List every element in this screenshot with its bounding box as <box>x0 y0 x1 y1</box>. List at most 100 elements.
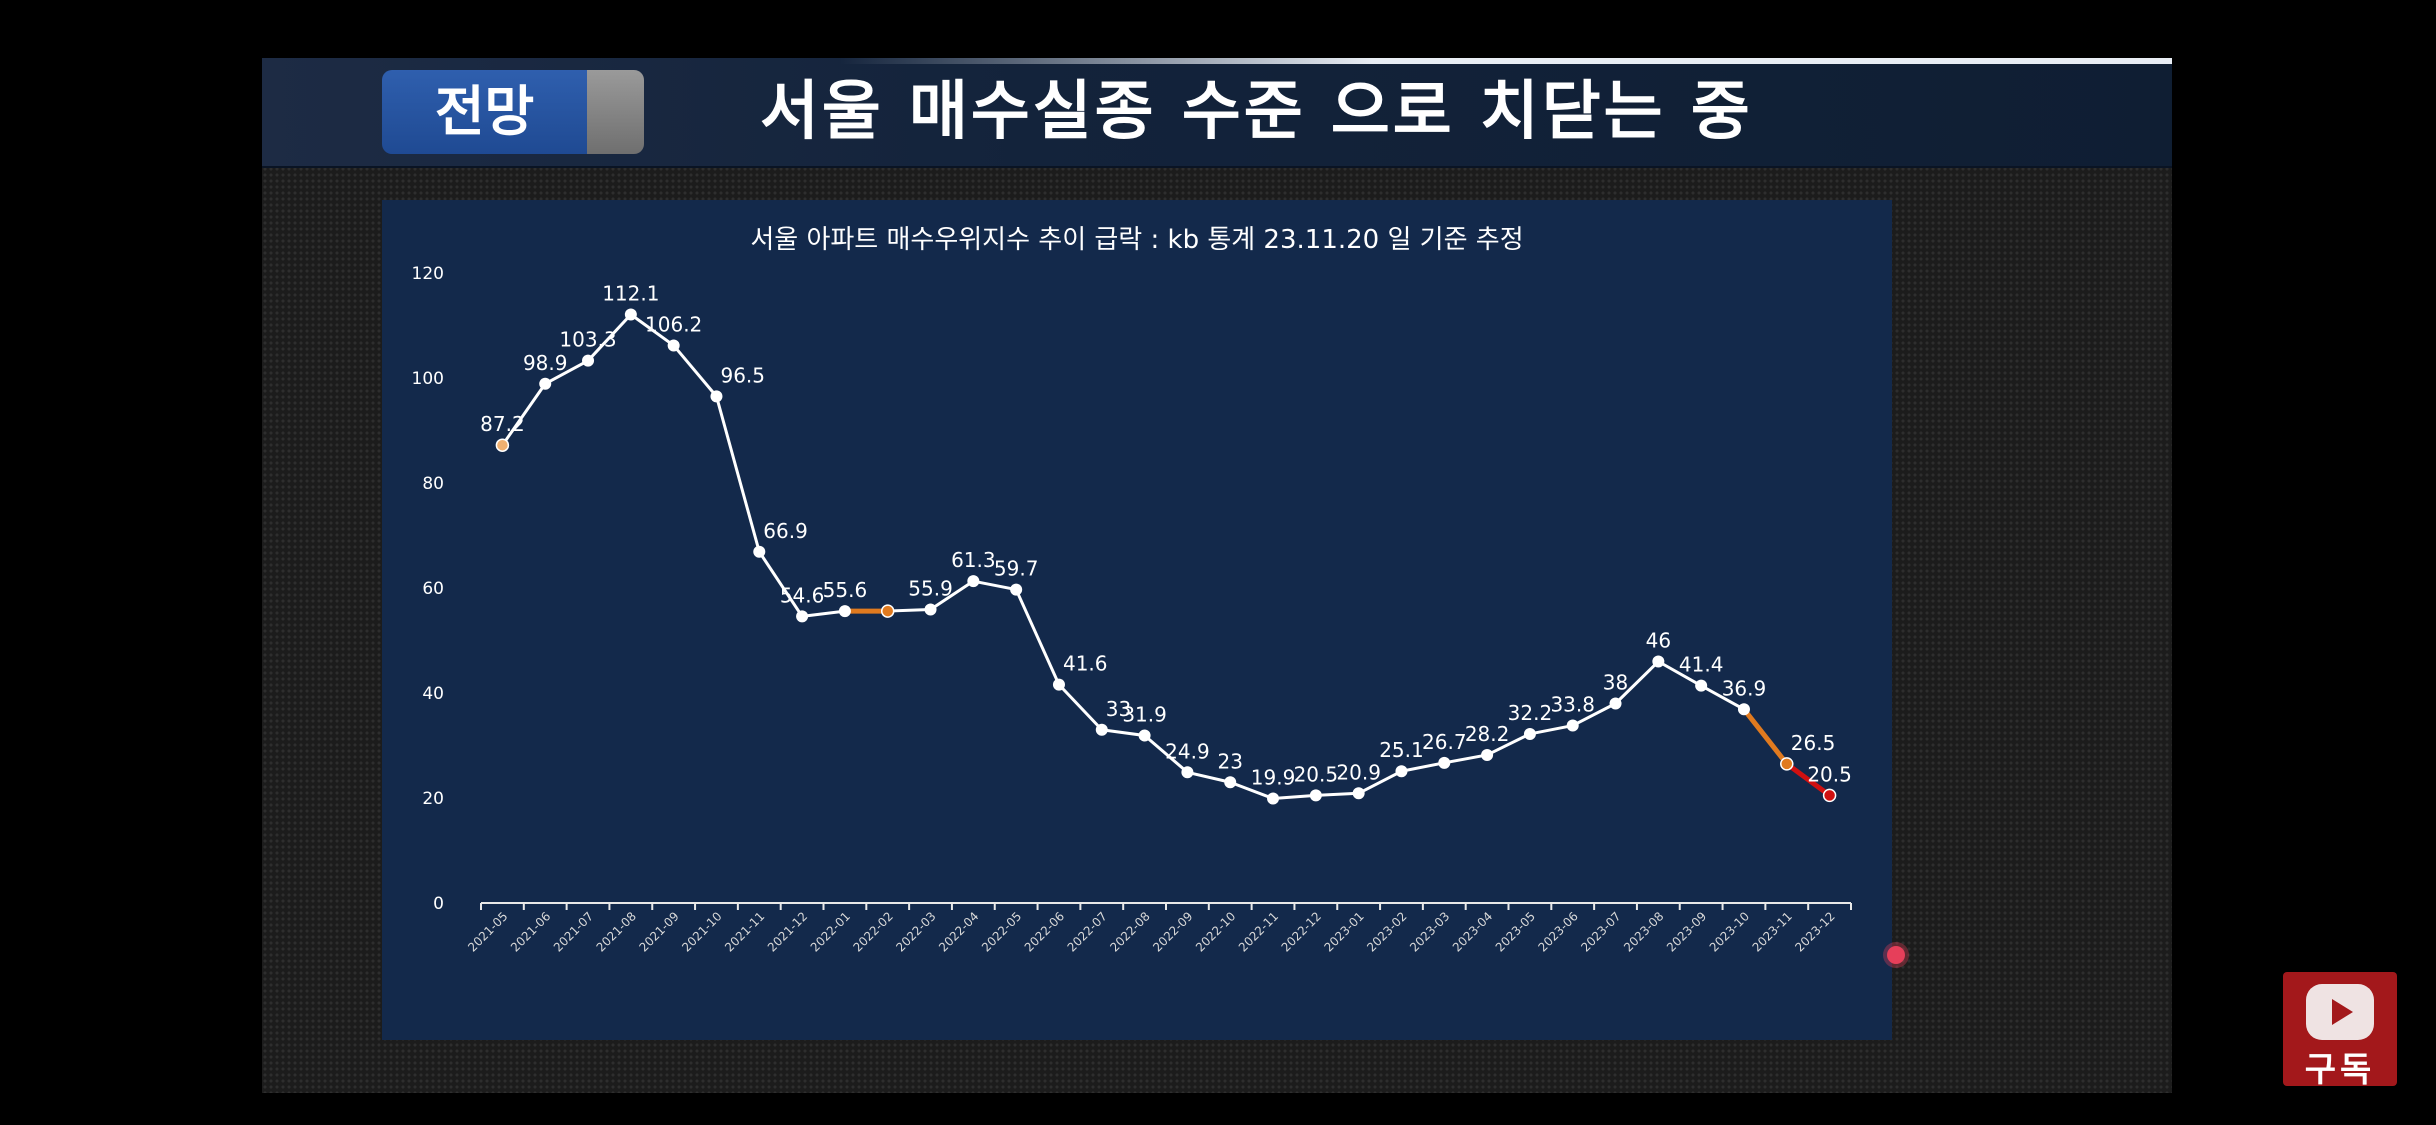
series-line-segment <box>1699 684 1746 711</box>
data-point <box>967 575 980 588</box>
data-label: 38 <box>1603 671 1628 695</box>
data-point <box>1010 583 1023 596</box>
x-tick-label: 2022-12 <box>1279 909 1324 954</box>
y-tick-label: 100 <box>412 369 444 389</box>
data-label: 41.4 <box>1679 653 1724 677</box>
x-tick-label: 2023-10 <box>1707 909 1752 954</box>
data-point <box>1052 678 1065 691</box>
data-point <box>1309 789 1322 802</box>
data-label: 33 <box>1106 697 1131 721</box>
x-tick-label: 2023-12 <box>1792 909 1837 954</box>
series-line-segment <box>1528 724 1575 736</box>
y-tick-label: 0 <box>433 894 444 914</box>
data-label: 25.1 <box>1379 738 1424 762</box>
series-line-segment <box>1185 770 1232 784</box>
data-point <box>1395 765 1408 778</box>
series-points <box>495 308 1837 805</box>
x-tick-label: 2023-06 <box>1535 909 1580 954</box>
data-label: 59.7 <box>994 557 1039 581</box>
x-tick-label: 2023-01 <box>1321 909 1366 954</box>
data-label: 87.2 <box>480 412 525 436</box>
data-label: 36.9 <box>1722 676 1767 700</box>
data-point <box>1566 719 1579 732</box>
series-line-segment <box>1357 769 1403 795</box>
series-line-segment <box>672 343 718 398</box>
data-point <box>1224 776 1237 789</box>
series-line <box>500 312 1833 801</box>
data-label: 24.9 <box>1165 739 1210 763</box>
series-line-segment <box>1143 734 1189 774</box>
x-tick-label: 2022-11 <box>1236 909 1281 954</box>
series-line-segment <box>1784 761 1833 798</box>
data-point <box>1181 766 1194 779</box>
data-point <box>1695 679 1708 692</box>
data-label: 33.8 <box>1550 693 1595 717</box>
data-label: 31.9 <box>1122 703 1167 727</box>
data-point <box>1780 757 1794 771</box>
x-tick-label: 2021-11 <box>722 909 767 954</box>
x-tick-label: 2021-07 <box>551 909 596 954</box>
x-tick-label: 2023-05 <box>1493 909 1538 954</box>
x-tick-label: 2022-07 <box>1065 909 1110 954</box>
series-line-segment <box>500 382 547 447</box>
data-label: 20.5 <box>1294 762 1339 786</box>
y-axis: 0 20 40 60 80 100 120 <box>412 264 444 914</box>
data-label: 98.9 <box>523 351 568 375</box>
data-point <box>667 339 680 352</box>
data-label: 55.6 <box>823 578 868 602</box>
data-point <box>796 610 809 623</box>
data-point <box>838 605 851 618</box>
data-label: 20.9 <box>1336 760 1381 784</box>
x-tick-label: 2023-03 <box>1407 909 1452 954</box>
subscribe-button[interactable]: 구독 <box>2283 972 2397 1090</box>
data-point <box>1737 703 1750 716</box>
series-line-segment <box>586 312 633 363</box>
series-line-segment <box>971 579 1018 592</box>
data-label: 26.7 <box>1422 730 1467 754</box>
x-tick-label: 2023-07 <box>1578 909 1623 954</box>
x-tick-label: 2022-05 <box>979 909 1024 954</box>
x-tick-label: 2021-12 <box>765 909 810 954</box>
data-point <box>1352 787 1365 800</box>
x-axis: 2021-052021-062021-072021-082021-092021-… <box>465 902 1852 955</box>
x-tick-label: 2023-02 <box>1364 909 1409 954</box>
data-point <box>1822 788 1837 803</box>
data-point <box>1438 756 1451 769</box>
chart-title: 서울 아파트 매수우위지수 추이 급락 : kb 통계 23.11.20 일 기… <box>750 225 1523 255</box>
data-point <box>1609 697 1622 710</box>
series-line-segment <box>1228 780 1275 801</box>
x-tick-label: 2022-04 <box>936 909 981 954</box>
x-tick-label: 2021-05 <box>465 909 510 954</box>
x-tick-label: 2022-09 <box>1150 909 1195 954</box>
x-tick-label: 2022-03 <box>893 909 938 954</box>
chart-panel <box>382 200 1892 1040</box>
youtube-play-icon <box>2306 984 2374 1040</box>
outlook-tag-label: 전망 <box>382 70 587 154</box>
x-tick-label: 2021-10 <box>679 909 724 954</box>
x-tick-label: 2021-09 <box>636 909 681 954</box>
y-tick-label: 40 <box>422 684 444 704</box>
y-tick-label: 80 <box>422 474 444 494</box>
data-label: 46 <box>1646 629 1671 653</box>
series-line-segment <box>1485 732 1532 757</box>
x-tick-label: 2021-08 <box>594 909 639 954</box>
series-line-segment <box>1656 660 1703 688</box>
series-line-segment <box>1014 588 1061 687</box>
data-point <box>1267 792 1280 805</box>
data-point <box>1095 723 1108 736</box>
data-point <box>924 603 937 616</box>
series-line-segment <box>1271 793 1318 801</box>
y-tick-label: 20 <box>422 789 444 809</box>
series-line-segment <box>1571 702 1618 728</box>
y-tick-label: 60 <box>422 579 444 599</box>
data-label: 28.2 <box>1465 722 1510 746</box>
data-point <box>1138 729 1151 742</box>
series-line-segment <box>1314 791 1361 797</box>
data-label: 54.6 <box>780 583 825 607</box>
x-tick-label: 2023-04 <box>1450 909 1495 954</box>
data-point <box>1523 727 1536 740</box>
data-point <box>624 308 637 321</box>
data-label: 96.5 <box>720 363 765 387</box>
data-point <box>710 390 723 403</box>
data-label: 66.9 <box>763 519 808 543</box>
